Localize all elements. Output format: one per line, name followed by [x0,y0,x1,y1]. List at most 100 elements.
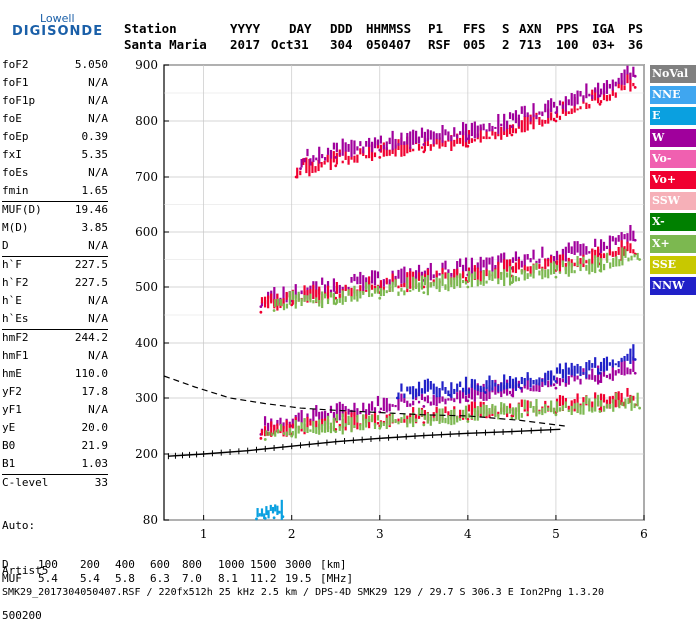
trace-mark [488,385,491,400]
trace-mark [567,261,570,277]
trace-mark [573,403,576,409]
header-label-11: PS [628,21,644,36]
trace-mark [432,131,435,145]
param-value: N/A [88,94,108,107]
trace-mark [450,396,453,401]
trace-mark [391,404,394,407]
trace-mark [344,411,347,431]
trace-mark [450,409,453,426]
trace-mark [576,375,579,380]
trace-mark [526,411,529,414]
trace-mark [432,279,435,283]
trace-mark [626,73,629,84]
trace-mark [520,387,523,393]
trace-mark [356,154,359,163]
trace-mark [356,276,359,285]
trace-mark [426,378,429,392]
trace-point [519,386,523,390]
trace-mark [438,408,441,424]
trace-mark [285,303,289,309]
header-label-10: IGA [592,21,615,36]
trace-mark [632,344,635,361]
trace-mark [335,413,338,422]
param-value: N/A [88,403,108,416]
trace-mark [482,259,485,268]
trace-mark [277,429,280,434]
trace-mark [317,159,320,172]
trace-mark [532,406,535,413]
trace-mark [397,269,400,279]
trace-mark [485,386,488,401]
trace-mark [406,277,409,289]
trace-mark [370,270,374,284]
trace-mark [365,414,368,424]
trace-mark [406,419,409,428]
trace-mark [260,429,264,436]
trace-mark [608,235,611,253]
trace-mark [412,129,415,145]
trace-mark [459,131,462,135]
trace-mark [338,152,341,156]
param-row: foF1p N/A [2,94,108,112]
trace-mark [297,291,300,302]
header-value-10: 03+ [592,37,615,52]
trace-mark [400,268,403,284]
header-label-5: P1 [428,21,444,36]
trace-mark [403,282,406,288]
trace-mark [456,261,459,275]
trace-mark [447,398,450,401]
trace-mark [611,359,614,368]
trace-mark [547,100,550,118]
trace-mark [599,372,603,383]
param-value: 1.65 [81,184,109,197]
trace-mark [608,396,611,409]
trace-mark [350,276,353,283]
trace-mark [309,158,312,166]
trace-mark [359,290,362,299]
trace-point [554,413,558,417]
trace-mark [544,119,547,124]
trace-mark [341,160,344,164]
trace-point [378,156,382,159]
trace-mark [423,415,427,420]
trace-mark [438,278,441,292]
trace-mark [429,401,432,406]
trace-mark [312,284,315,299]
trace-mark [494,265,497,270]
param-value: 3.85 [81,221,109,234]
trace-mark [503,259,506,272]
trace-mark [585,264,588,271]
trace-mark [597,394,600,407]
trace-mark [391,148,394,154]
trace-mark [555,106,559,113]
trace-mark [588,93,591,97]
param-value: 5.050 [74,58,108,71]
trace-mark [326,298,330,305]
trace-mark [362,402,365,412]
trace-mark [400,417,403,424]
trace-mark [370,143,374,161]
param-label: C-level [2,476,49,489]
trace-mark [579,405,582,415]
trace-mark [514,128,518,134]
trace-mark [538,258,541,264]
y-tick-label: 300 [135,391,158,405]
trace-mark [350,156,353,160]
trace-mark [312,409,315,422]
trace-mark [612,399,615,412]
trace-mark [335,142,338,152]
trace-mark [309,418,312,423]
trace-mark [573,365,576,377]
trace-mark [388,403,391,412]
trace-mark [397,398,400,411]
trace-mark [488,408,491,415]
trace-mark [315,281,318,297]
trace-mark [567,242,570,254]
trace-mark [497,385,500,392]
trace-mark [552,256,556,264]
logo-lowell: Lowell [40,12,75,25]
trace-mark [591,94,594,100]
trace-mark [376,395,380,407]
trace-mark [511,266,515,273]
trace-mark [552,375,556,381]
